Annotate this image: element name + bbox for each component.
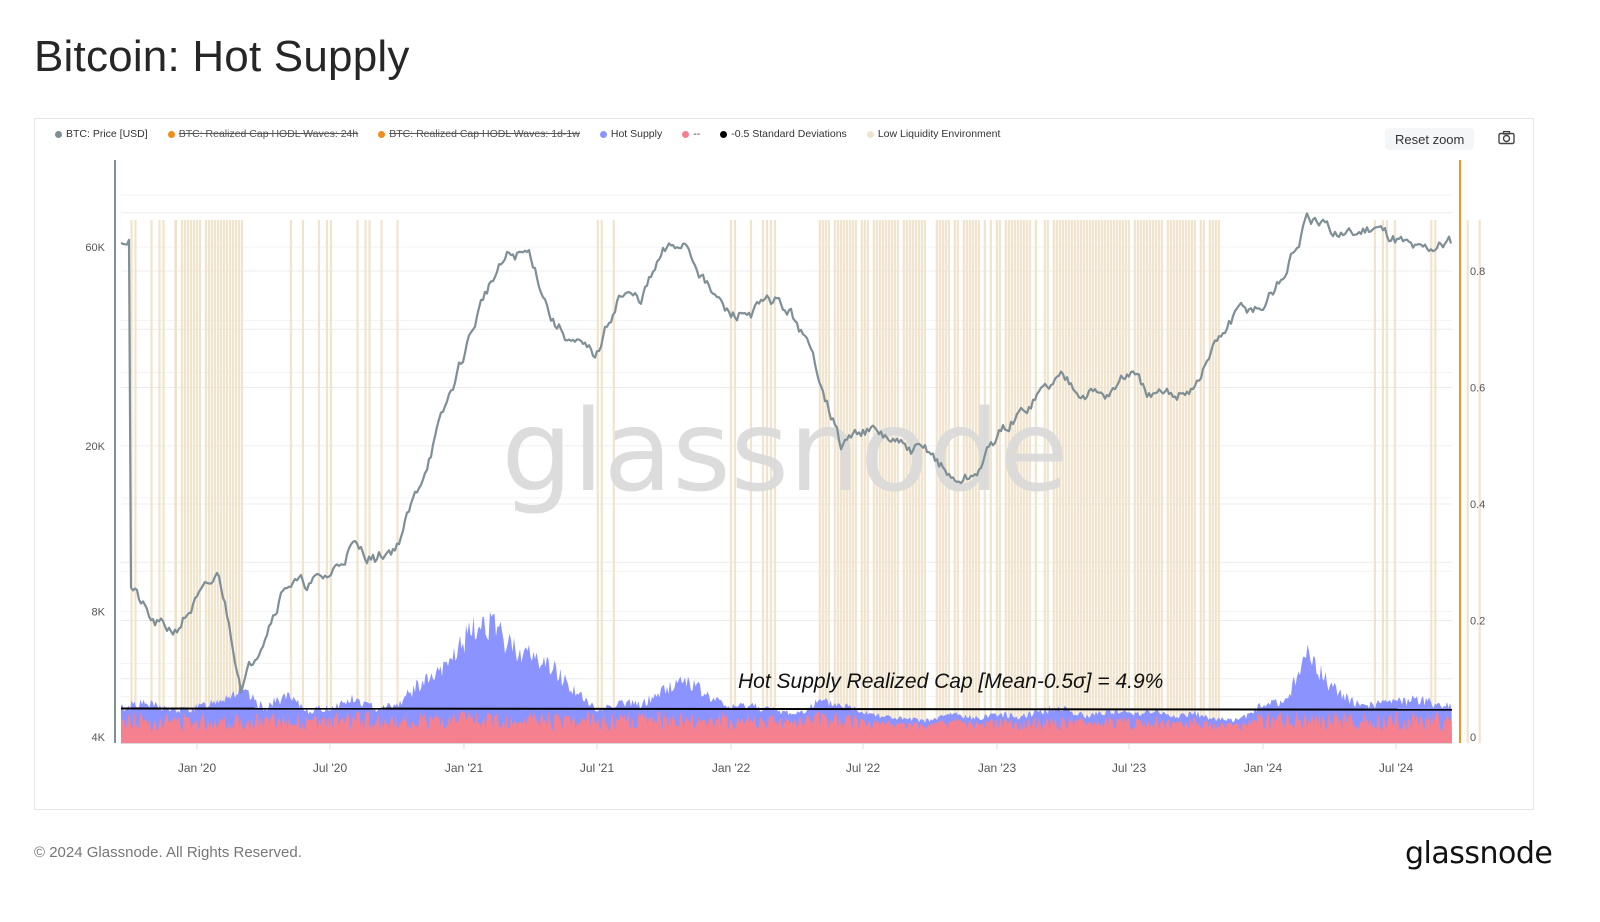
y-right-tick-label: 0.2	[1470, 616, 1485, 628]
legend-label: Hot Supply	[610, 128, 663, 140]
x-tick-label: Jul '20	[313, 761, 348, 775]
btc-price-line	[120, 212, 1453, 694]
legend-item[interactable]: BTC: Realized Cap HODL Waves: 1d-1w	[378, 128, 580, 140]
legend-item[interactable]: Hot Supply	[599, 128, 663, 140]
legend-label: Low Liquidity Environment	[877, 128, 1001, 140]
chart-legend: BTC: Price [USD] BTC: Realized Cap HODL W…	[55, 128, 1020, 140]
y-left-tick-label: 20K	[85, 441, 105, 453]
legend-item[interactable]: --	[682, 128, 700, 140]
legend-marker-icon	[720, 130, 728, 138]
legend-label: BTC: Realized Cap HODL Waves: 1d-1w	[389, 128, 580, 140]
legend-marker-icon	[866, 130, 874, 138]
legend-marker-icon	[55, 130, 62, 138]
std-dev-threshold-line	[120, 707, 1453, 711]
legend-marker-icon	[167, 130, 175, 138]
x-tick-label: Jan '20	[178, 761, 217, 775]
x-tick-label: Jan '21	[445, 761, 484, 775]
legend-label: --	[693, 128, 701, 140]
pink-area	[121, 710, 1452, 743]
x-tick-label: Jan '23	[978, 761, 1017, 775]
hot-supply-area	[121, 611, 1452, 743]
y-left-tick-label: 8K	[92, 607, 106, 619]
threshold-annotation: Hot Supply Realized Cap [Mean-0.5σ] = 4.…	[738, 670, 1163, 693]
legend-item[interactable]: BTC: Price [USD]	[55, 128, 148, 140]
legend-label: -0.5 Standard Deviations	[731, 128, 847, 140]
glassnode-logo: glassnode	[1405, 836, 1553, 871]
legend-marker-icon	[599, 130, 607, 138]
page-title: Bitcoin: Hot Supply	[34, 32, 410, 81]
x-tick-label: Jul '22	[846, 761, 881, 775]
legend-marker-icon	[378, 130, 386, 138]
x-tick-label: Jul '21	[580, 761, 615, 775]
y-left-tick-label: 4K	[92, 732, 106, 744]
y-right-tick-label: 0.4	[1470, 499, 1485, 511]
legend-item[interactable]: -0.5 Standard Deviations	[720, 128, 847, 140]
reset-zoom-button[interactable]: Reset zoom	[1385, 128, 1475, 150]
legend-label: BTC: Price [USD]	[66, 128, 148, 140]
y-left-tick-label: 60K	[85, 242, 105, 254]
legend-label: BTC: Realized Cap HODL Waves: 24h	[178, 128, 359, 140]
x-tick-label: Jul '23	[1112, 761, 1147, 775]
y-right-tick-label: 0.6	[1470, 383, 1485, 395]
y-right-tick-label: 0	[1470, 732, 1476, 744]
legend-marker-icon	[682, 130, 690, 138]
legend-item[interactable]: Low Liquidity Environment	[866, 128, 1001, 140]
y-right-tick-label: 0.8	[1470, 266, 1485, 278]
legend-item[interactable]: BTC: Realized Cap HODL Waves: 24h	[167, 128, 359, 140]
x-tick-label: Jan '22	[712, 761, 751, 775]
camera-icon[interactable]	[1497, 129, 1517, 147]
x-tick-label: Jan '24	[1244, 761, 1283, 775]
watermark: glassnode	[501, 387, 1068, 517]
x-tick-label: Jul '24	[1379, 761, 1414, 775]
copyright-text: © 2024 Glassnode. All Rights Reserved.	[34, 844, 302, 861]
